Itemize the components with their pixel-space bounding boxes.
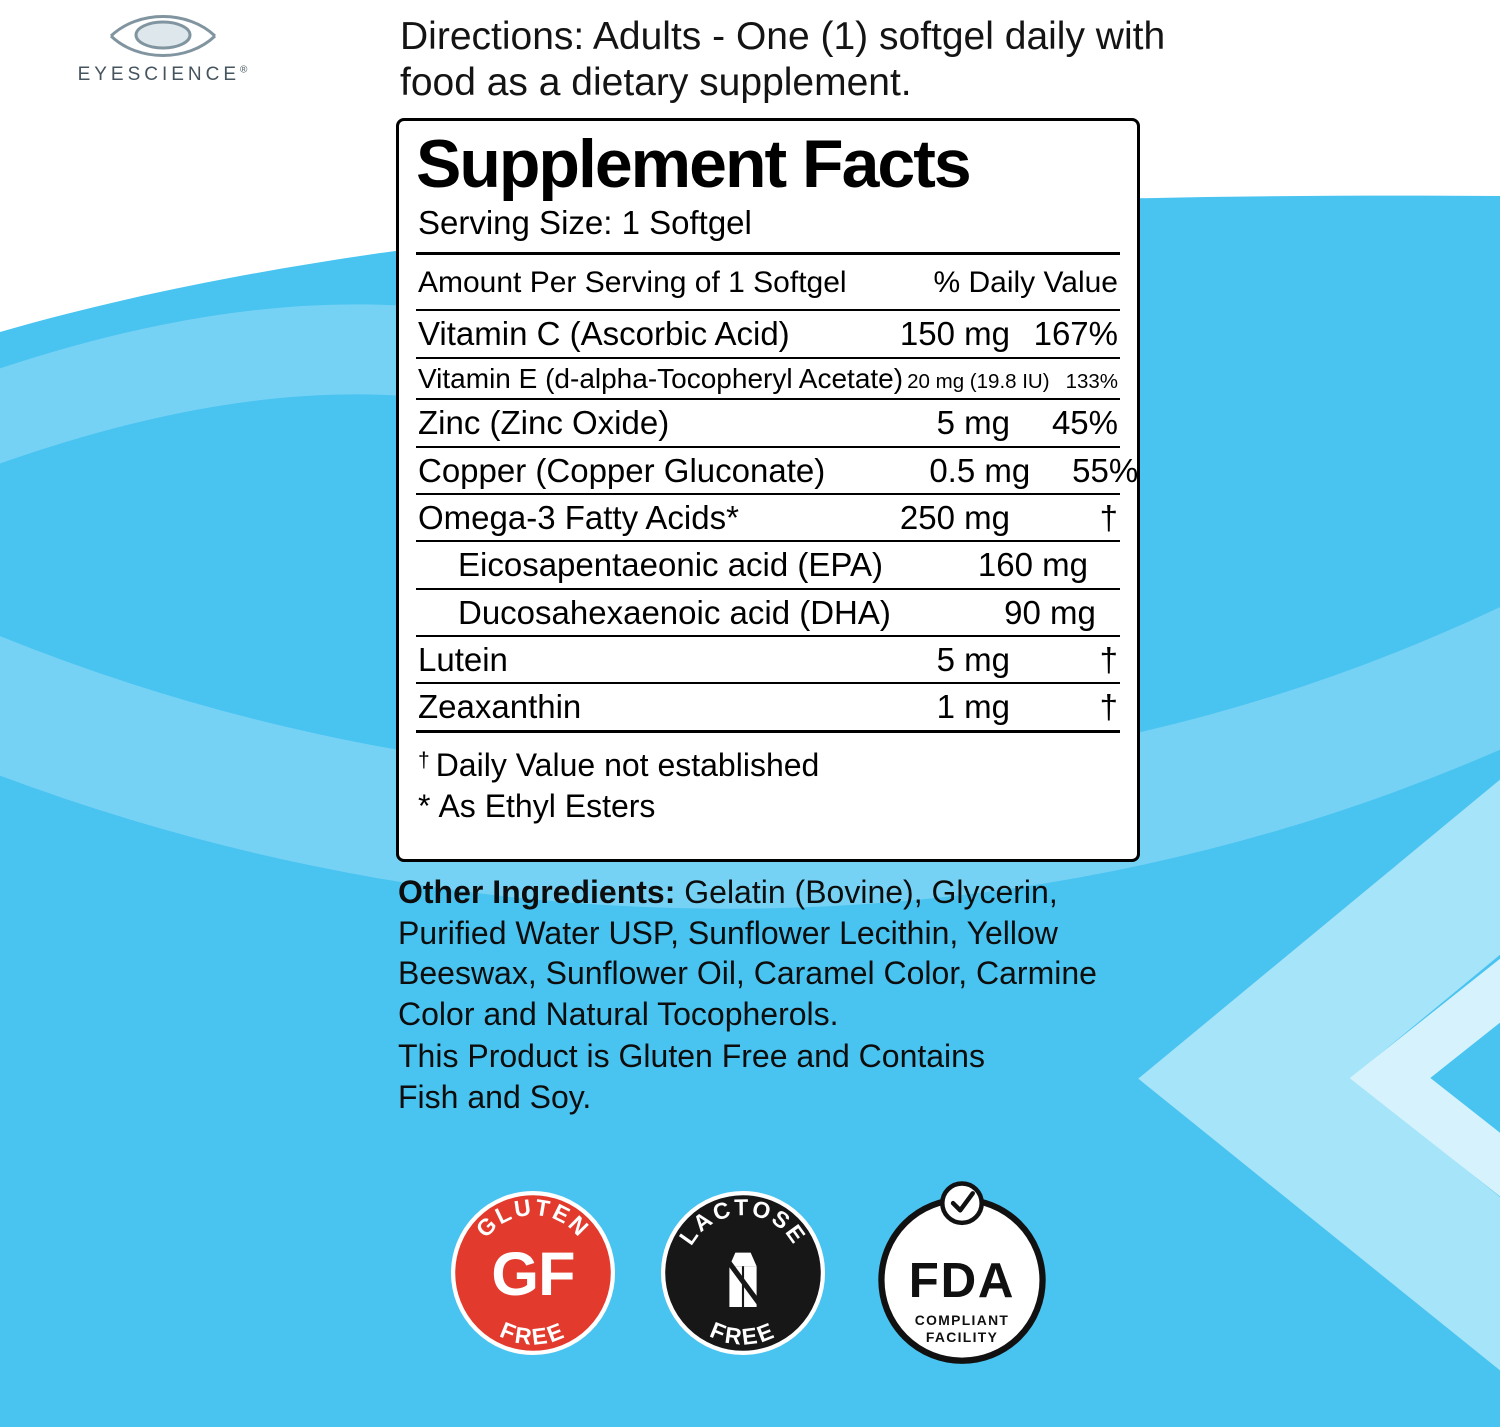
nutrient-name: Ducosahexaenoic acid (DHA) [458,593,891,631]
other-ingredients-text: Gelatin (Bovine), Glycerin, Purified Wat… [398,874,1097,1032]
footnote-ethyl-esters: * As Ethyl Esters [418,786,1118,828]
nutrient-amount: 250 mg [899,499,1010,537]
nutrient-name: Eicosapentaeonic acid (EPA) [458,546,883,584]
other-ingredients: Other Ingredients: Gelatin (Bovine), Gly… [398,872,1138,1035]
fda-compliant-badge: FDA COMPLIANT FACILITY [878,1181,1046,1364]
fda-title-text: FDA [909,1253,1016,1308]
registered-mark: ® [240,64,248,76]
nutrient-daily-value: † [1088,547,1137,583]
nutrient-row: Eicosapentaeonic acid (EPA)160 mg† [416,542,1120,590]
nutrient-row: Zinc (Zinc Oxide) 5 mg 45% [416,400,1120,448]
table-header: Amount Per Serving of 1 Softgel % Daily … [416,255,1120,312]
nutrient-daily-value: † [1099,499,1118,537]
asterisk-symbol: * [418,788,431,825]
nutrient-daily-value: † [1099,640,1118,678]
gluten-free-badge: GLUTEN GF FREE [450,1190,616,1356]
brand-name: EYESCIENCE® [70,64,255,86]
footnote-ethyl-esters-text: As Ethyl Esters [438,788,656,825]
daily-value-column-header: % Daily Value [933,266,1118,300]
eye-upper-lid [109,15,216,38]
nutrient-amount: 5 mg [936,640,1010,678]
nutrient-amount: 1 mg [936,688,1010,726]
nutrient-daily-value: 55% [1072,451,1139,489]
nutrient-daily-value: † [1099,688,1118,726]
gluten-free-center-text: GF [491,1240,574,1308]
nutrient-amount: 0.5 mg [929,451,1031,489]
divider-bottom [416,729,1120,733]
dagger-symbol: † [418,748,430,772]
footnotes: † Daily Value not established * As Ethyl E… [416,733,1120,828]
nutrient-name: Vitamin E (d-alpha-Tocopheryl Acetate) [418,362,904,394]
directions-text: Directions: Adults - One (1) softgel dai… [400,15,1166,105]
milk-carton-gable [729,1252,757,1267]
background-chevron [1138,777,1500,1373]
serving-size: Serving Size: 1 Softgel [418,204,752,242]
brand-name-text: EYESCIENCE [77,64,241,85]
nutrient-daily-value: 45% [1051,404,1118,442]
fda-facility-text: FACILITY [926,1329,998,1345]
nutrient-amount: 90 mg [1004,593,1096,631]
nutrient-daily-value: † [1096,595,1137,631]
nutrient-row: Ducosahexaenoic acid (DHA)90 mg† [416,590,1120,637]
nutrient-name: Lutein [418,640,508,678]
nutrient-row: Lutein 5 mg † [416,637,1120,685]
certification-badges: GLUTEN GF FREE LACTOSE FREE FDA [448,1179,1056,1367]
nutrient-row: Zeaxanthin 1 mg † [416,684,1120,729]
nutrient-daily-value: 167% [1033,315,1118,353]
nutrient-daily-value: 133% [1065,369,1118,393]
nutrient-row: Omega-3 Fatty Acids* 250 mg † [416,495,1120,543]
nutrient-amount: 20 mg (19.8 IU) [907,369,1050,393]
eye-icon [109,15,216,57]
milk-carton-icon [717,1247,769,1316]
nutrient-amount: 160 mg [977,546,1088,584]
nutrient-amount: 150 mg [899,315,1010,353]
divider-top [416,252,1120,256]
footnote-daily-value: † Daily Value not established [418,745,1118,787]
eye-lower-lid [109,34,216,57]
gluten-free-circle [450,1190,616,1356]
allergen-statement: This Product is Gluten Free and Contains… [398,1038,985,1115]
supplement-facts-title: Supplement Facts [416,126,972,202]
nutrient-row: Vitamin E (d-alpha-Tocopheryl Acetate) 20… [416,359,1120,401]
fda-compliant-text: COMPLIANT [915,1312,1009,1328]
other-ingredients-label: Other Ingredients: [398,874,676,910]
lactose-free-badge: LACTOSE FREE [660,1190,826,1356]
nutrient-row: Copper (Copper Gluconate) 0.5 mg 55% [416,448,1137,496]
nutrient-amount: 5 mg [936,404,1010,442]
eye-lens [134,20,191,50]
no-lactose-slash [717,1247,769,1316]
nutrient-row: Vitamin C (Ascorbic Acid) 150 mg 167% [416,311,1120,359]
brand-logo: EYESCIENCE® [70,6,255,86]
supplement-facts-panel: Supplement Facts Serving Size: 1 Softgel… [396,118,1140,862]
nutrient-name: Zinc (Zinc Oxide) [418,404,670,442]
background-chevron-inner [1349,935,1500,1220]
footnote-daily-value-text: Daily Value not established [435,746,820,783]
amount-column-header: Amount Per Serving of 1 Softgel [418,266,847,300]
check-circle [940,1181,984,1226]
nutrient-name: Zeaxanthin [418,688,582,726]
nutrient-name: Copper (Copper Gluconate) [418,451,826,489]
nutrient-name: Vitamin C (Ascorbic Acid) [418,315,790,353]
nutrient-name: Omega-3 Fatty Acids* [418,499,739,537]
check-icon [950,1191,975,1213]
nutrient-rows: Vitamin C (Ascorbic Acid) 150 mg 167% Vitam… [416,311,1137,729]
